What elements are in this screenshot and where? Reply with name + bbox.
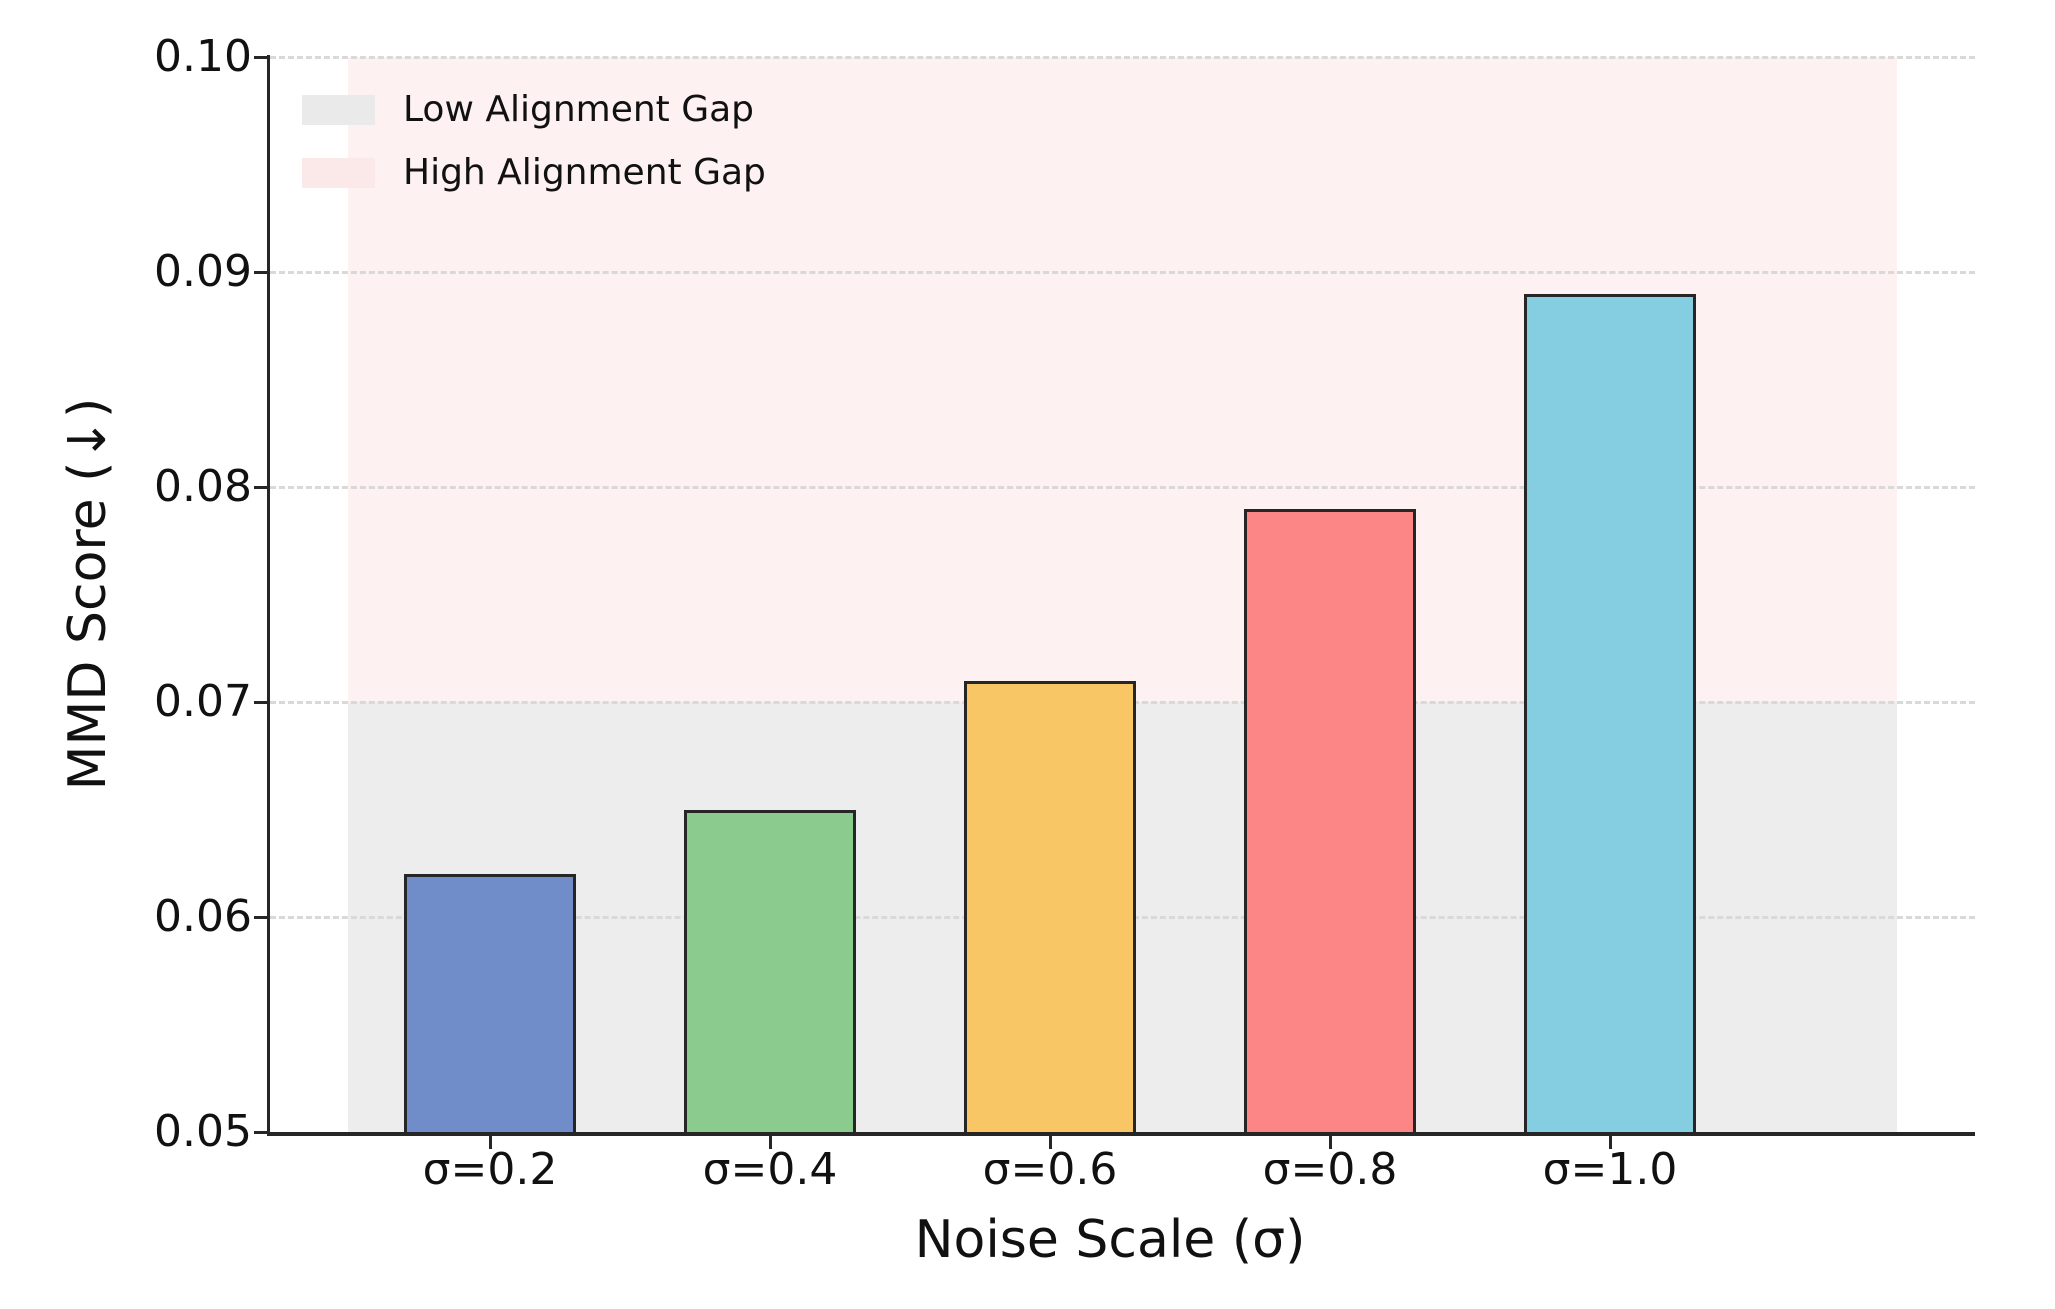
x-tick-label: σ=0.2 [422, 1144, 558, 1195]
y-tick-mark [254, 916, 268, 919]
x-axis-line [267, 1132, 1975, 1136]
gridline [270, 56, 1975, 59]
bar-σ-0-8 [1244, 508, 1416, 1135]
x-tick-mark [1609, 1136, 1612, 1149]
y-tick-mark [254, 486, 268, 489]
y-axis-line [267, 55, 270, 1136]
y-tick-mark [254, 1131, 268, 1134]
x-tick-label: σ=0.4 [702, 1144, 838, 1195]
legend: Low Alignment Gap High Alignment Gap [302, 90, 766, 216]
legend-label: Low Alignment Gap [403, 89, 755, 130]
bar-σ-1-0 [1524, 293, 1696, 1135]
legend-entry: High Alignment Gap [302, 153, 766, 193]
bar-σ-0-2 [404, 874, 576, 1135]
x-tick-mark [1329, 1136, 1332, 1149]
y-tick-label: 0.06 [154, 891, 252, 942]
y-tick-mark [254, 271, 268, 274]
gridline [270, 486, 1975, 489]
bar-σ-0-4 [684, 809, 856, 1135]
x-tick-label: σ=0.8 [1262, 1144, 1398, 1195]
x-tick-mark [1049, 1136, 1052, 1149]
bar-σ-0-6 [964, 680, 1136, 1135]
x-tick-label: σ=0.6 [982, 1144, 1118, 1195]
x-tick-mark [489, 1136, 492, 1149]
x-axis-label: Noise Scale (σ) [914, 1210, 1306, 1270]
legend-swatch-icon [302, 95, 375, 125]
x-tick-label: σ=1.0 [1542, 1144, 1678, 1195]
y-tick-label: 0.10 [154, 31, 252, 82]
y-tick-mark [254, 701, 268, 704]
legend-entry: Low Alignment Gap [302, 90, 766, 130]
legend-label: High Alignment Gap [403, 152, 766, 193]
gridline [270, 271, 1975, 274]
y-tick-label: 0.08 [154, 461, 252, 512]
x-tick-mark [769, 1136, 772, 1149]
y-tick-label: 0.09 [154, 246, 252, 297]
y-axis-label: MMD Score (↓) [58, 397, 118, 791]
y-tick-label: 0.07 [154, 676, 252, 727]
y-tick-label: 0.05 [154, 1106, 252, 1157]
legend-swatch-icon [302, 158, 375, 188]
y-tick-mark [254, 56, 268, 59]
